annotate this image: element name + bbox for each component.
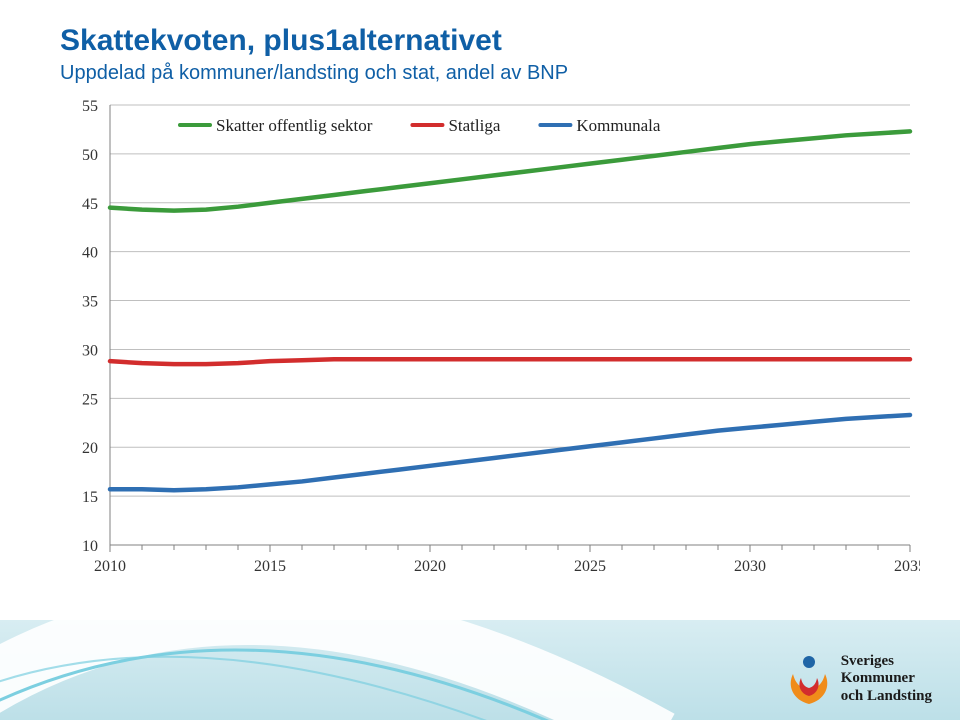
brand-line3: och Landsting [841, 688, 932, 705]
brand-line2: Kommuner [841, 670, 932, 687]
svg-text:45: 45 [82, 196, 98, 213]
svg-text:25: 25 [82, 391, 98, 408]
svg-text:Kommunala: Kommunala [576, 116, 660, 135]
svg-text:10: 10 [82, 538, 98, 555]
line-chart: 1015202530354045505520102015202020252030… [60, 95, 920, 595]
svg-text:2010: 2010 [94, 558, 126, 575]
svg-text:20: 20 [82, 440, 98, 457]
svg-text:50: 50 [82, 147, 98, 164]
brand-block: Sveriges Kommuner och Landsting [787, 652, 932, 706]
chart-svg: 1015202530354045505520102015202020252030… [60, 95, 920, 595]
slide: Skattekvoten, plus1alternativet Uppdelad… [0, 0, 960, 720]
svg-text:2020: 2020 [414, 558, 446, 575]
brand-text: Sveriges Kommuner och Landsting [841, 653, 932, 705]
chart-title: Skattekvoten, plus1alternativet [60, 24, 920, 57]
svg-text:2015: 2015 [254, 558, 286, 575]
svg-text:2035: 2035 [894, 558, 920, 575]
svg-text:Skatter offentlig sektor: Skatter offentlig sektor [216, 116, 373, 135]
svg-text:55: 55 [82, 98, 98, 115]
svg-text:15: 15 [82, 489, 98, 506]
svg-text:2025: 2025 [574, 558, 606, 575]
svg-text:40: 40 [82, 245, 98, 262]
brand-line1: Sveriges [841, 653, 932, 670]
chart-subtitle: Uppdelad på kommuner/landsting och stat,… [60, 61, 920, 85]
svg-text:Statliga: Statliga [448, 116, 500, 135]
svg-text:2030: 2030 [734, 558, 766, 575]
svg-text:35: 35 [82, 294, 98, 311]
svg-text:30: 30 [82, 342, 98, 359]
brand-icon [787, 652, 831, 706]
